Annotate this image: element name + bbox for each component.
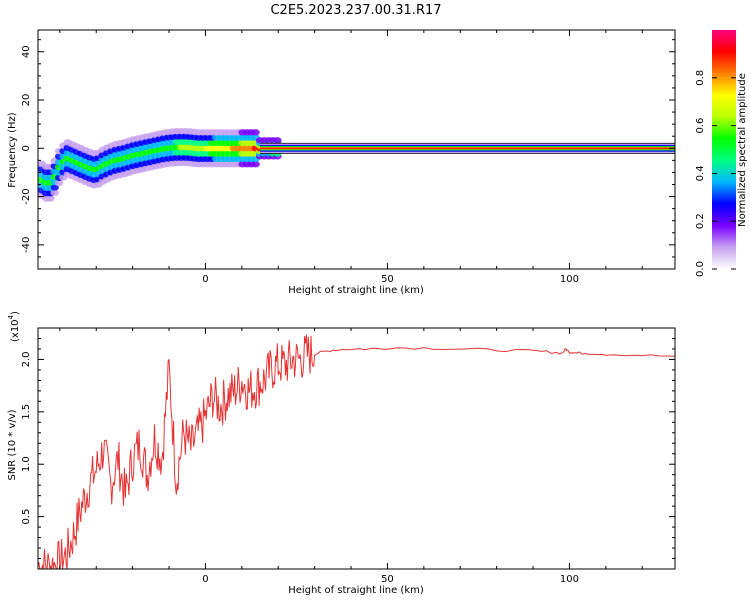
y-tick-label: 1.0 xyxy=(21,456,32,472)
y-tick-label: 0.5 xyxy=(21,509,32,525)
snr-multiplier-base: (x10 xyxy=(10,319,21,342)
y-tick-label: -20 xyxy=(21,188,32,204)
y-tick-label: 20 xyxy=(21,94,32,107)
snr-x-ticks: 0 50 100 xyxy=(59,328,643,585)
x-tick-label: 100 xyxy=(560,574,579,585)
snr-panel: 0 50 100 0.5 1.0 1.5 2.0 Height of straight l… xyxy=(7,311,676,596)
heat-cell xyxy=(273,137,282,144)
snr-y-axis-label: SNR (10 * v/v) xyxy=(7,409,18,480)
colorbar-tick-label: 0.0 xyxy=(695,261,706,277)
colorbar: 0.0 0.2 0.4 0.6 0.8 Normalized spectral ampl… xyxy=(695,30,748,277)
x-tick-label: 0 xyxy=(202,574,208,585)
spectrogram-marks xyxy=(37,127,675,202)
colorbar-tick-label: 0.8 xyxy=(695,70,706,86)
x-tick-label: 50 xyxy=(381,274,394,285)
spectrogram-frame xyxy=(37,29,676,270)
snr-frame xyxy=(37,327,676,570)
y-tick-label: 2.0 xyxy=(21,351,32,367)
snr-multiplier-exp: 4 xyxy=(7,314,15,319)
y-tick-label: 40 xyxy=(21,45,32,58)
heat-band xyxy=(260,147,675,149)
spectrogram-y-axis-label: Frequency (Hz) xyxy=(7,112,18,188)
y-tick-label: -40 xyxy=(21,237,32,253)
colorbar-tick-label: 0.2 xyxy=(695,213,706,229)
spectrogram-x-axis-label: Height of straight line (km) xyxy=(288,285,424,296)
snr-series-line xyxy=(37,334,676,570)
spectrogram-x-ticks: 0 50 100 xyxy=(59,30,643,285)
heat-cell xyxy=(251,161,260,168)
x-tick-label: 100 xyxy=(560,274,579,285)
snr-x-axis-label: Height of straight line (km) xyxy=(288,585,424,596)
colorbar-tick-label: 0.4 xyxy=(695,165,706,181)
colorbar-tick-label: 0.6 xyxy=(695,118,706,134)
y-tick-label: 0 xyxy=(21,145,32,151)
spectrogram-y-ticks: -40 -20 0 20 40 xyxy=(21,39,675,258)
figure-title: C2E5.2023.237.00.31.R17 xyxy=(270,3,441,18)
heat-cell xyxy=(251,129,260,136)
x-tick-label: 50 xyxy=(381,574,394,585)
spectrogram-panel: 0 50 100 -40 -20 0 20 40 Height of straight li… xyxy=(7,29,676,296)
y-tick-label: 1.5 xyxy=(21,404,32,420)
colorbar-ticks: 0.0 0.2 0.4 0.6 0.8 xyxy=(695,70,736,277)
snr-y-ticks: 0.5 1.0 1.5 2.0 xyxy=(21,337,675,560)
heat-cell xyxy=(54,179,64,187)
heat-cell xyxy=(50,184,59,191)
colorbar-label: Normalized spectral amplitude xyxy=(737,73,748,227)
snr-multiplier-close: ) xyxy=(10,311,21,315)
heat-cell xyxy=(46,195,55,202)
snr-y-multiplier: (x104) xyxy=(7,311,21,342)
snr-plot-area xyxy=(38,328,675,569)
colorbar-gradient xyxy=(712,30,736,269)
heat-cell xyxy=(50,189,59,196)
svg-text:(x104): (x104) xyxy=(7,311,21,342)
x-tick-label: 0 xyxy=(202,274,208,285)
